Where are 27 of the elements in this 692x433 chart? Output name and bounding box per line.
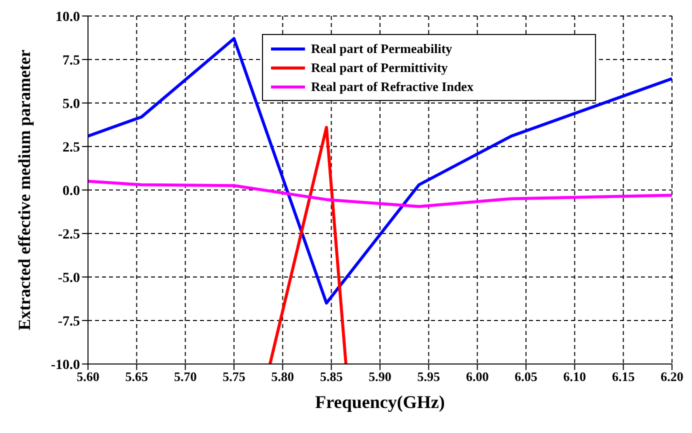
y-tick-label: 7.5 (62, 53, 80, 68)
x-tick-label: 5.75 (222, 369, 246, 384)
legend-label: Real part of Refractive Index (311, 78, 474, 94)
y-tick-label: -5.0 (58, 270, 80, 286)
x-tick-label: 6.05 (514, 369, 538, 384)
y-tick-label: 5.0 (62, 96, 80, 112)
x-tick-label: 5.85 (320, 369, 344, 384)
line-series (88, 180, 672, 208)
x-tick-label: 5.95 (417, 369, 441, 384)
y-tick-label: -2.5 (58, 227, 80, 242)
y-tick-label: -7.5 (58, 314, 80, 330)
y-axis-title: Extracted effective medium parameter (15, 49, 34, 330)
legend-label: Real part of Permeability (311, 40, 452, 56)
x-tick-label: 5.70 (174, 369, 197, 384)
x-tick-label: 6.10 (563, 369, 586, 384)
x-tick-label: 5.80 (271, 369, 294, 384)
line-series (88, 37, 672, 305)
x-tick-label: 5.65 (125, 369, 149, 384)
y-tick-label: 2.5 (62, 140, 80, 156)
x-tick-label: 6.20 (660, 369, 684, 384)
legend-label: Real part of Permittivity (311, 60, 448, 76)
x-tick-label: 6.00 (466, 369, 489, 384)
x-tick-label: 6.15 (612, 369, 636, 384)
y-tick-label: 10.0 (56, 10, 80, 25)
x-axis-title: Frequency(GHz) (315, 392, 445, 412)
y-tick-label: 0.0 (62, 184, 80, 199)
x-tick-label: 5.90 (368, 369, 392, 384)
